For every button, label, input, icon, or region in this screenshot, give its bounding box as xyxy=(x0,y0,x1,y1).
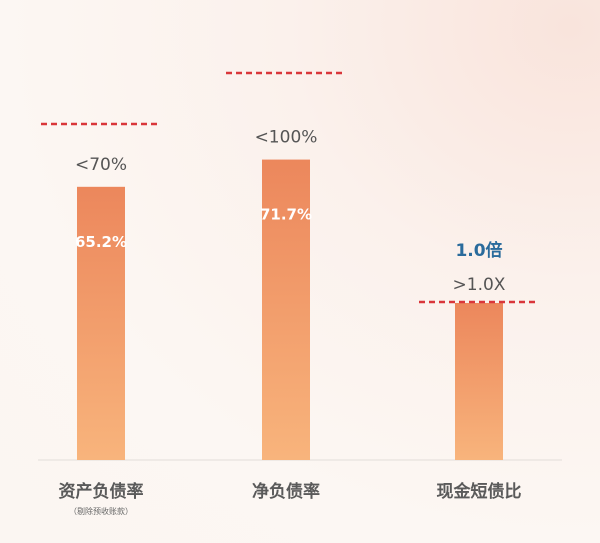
category-label-1: 资产负债率 xyxy=(59,481,144,502)
bar-1 xyxy=(77,186,125,460)
category-label-2: 净负债率 xyxy=(252,481,320,502)
highlight-value-label: 1.0倍 xyxy=(455,240,502,261)
bar-2 xyxy=(262,159,310,460)
value-label-1: 65.2% xyxy=(75,233,127,251)
threshold-label-3: >1.0X xyxy=(453,275,506,295)
threshold-label-2: <100% xyxy=(255,128,318,148)
threshold-label-1: <70% xyxy=(75,155,127,175)
category-note-1: （剔除预收账款） xyxy=(69,506,133,516)
bar-3 xyxy=(455,303,503,460)
value-label-2: 71.7% xyxy=(260,206,312,224)
category-label-3: 现金短债比 xyxy=(437,481,522,502)
